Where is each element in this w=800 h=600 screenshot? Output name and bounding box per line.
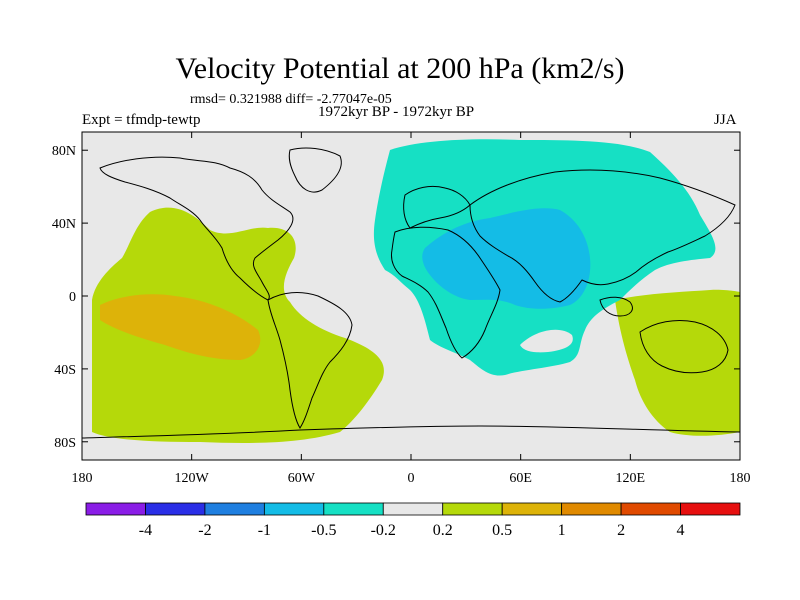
axis-ticks: 80N 40N 0 40S 80S 180 120W 60W 0 60E 120E 180: [52, 132, 751, 486]
colorbar: -4 -2 -1 -0.5 -0.2 0.2 0.5 1 2 4: [85, 502, 741, 539]
lat-tick-label: 80N: [52, 144, 76, 159]
coastline-antarctica: [82, 425, 740, 439]
coastline-australia: [639, 319, 729, 374]
colorbar-label: -4: [139, 522, 152, 539]
colorbar-swatch: [323, 502, 384, 516]
colorbar-swatch: [145, 502, 206, 516]
coastline-asia: [469, 169, 736, 303]
period-label: 1972kyr BP - 1972kyr BP: [318, 104, 475, 120]
positive-anomaly-region-australia: [615, 289, 740, 436]
lat-tick-label: 40S: [54, 363, 76, 378]
negative-anomaly-core-asia: [422, 208, 591, 309]
colorbar-label: 1: [558, 522, 566, 539]
positive-anomaly-core-pacific: [100, 294, 261, 360]
colorbar-label: 4: [677, 522, 685, 539]
neutral-gap-indian-ocean: [520, 329, 573, 353]
colorbar-label: -0.2: [371, 522, 396, 539]
colorbar-swatch: [85, 502, 146, 516]
lon-tick-label: 180: [72, 471, 93, 486]
colorbar-label: 2: [617, 522, 625, 539]
lat-tick-label: 40N: [52, 217, 76, 232]
lat-tick-label: 0: [69, 290, 76, 305]
colorbar-label: -2: [198, 522, 211, 539]
experiment-label: Expt = tfmdp-tewtp: [82, 112, 201, 128]
coastlines: [82, 147, 740, 439]
coastline-indonesia: [599, 296, 633, 317]
stats-text: rmsd= 0.321988 diff= -2.77047e-05: [190, 92, 392, 107]
lon-tick-label: 120W: [175, 471, 210, 486]
colorbar-swatch: [501, 502, 563, 516]
colorbar-swatch: [382, 502, 444, 516]
lon-tick-label: 60W: [288, 471, 316, 486]
colorbar-swatch: [561, 502, 622, 516]
map-title: Velocity Potential at 200 hPa (km2/s): [175, 52, 625, 85]
colorbar-swatch: [442, 502, 503, 516]
colorbar-label: -0.5: [311, 522, 336, 539]
coastline-south-america: [267, 292, 353, 429]
colorbar-swatch: [204, 502, 265, 516]
coastline-africa: [391, 226, 501, 359]
colorbar-swatch: [263, 502, 325, 516]
lat-tick-label: 80S: [54, 436, 76, 451]
lon-tick-label: 120E: [616, 471, 646, 486]
colorbar-swatch: [680, 502, 741, 516]
lon-tick-label: 0: [408, 471, 415, 486]
season-label: JJA: [714, 112, 737, 128]
colorbar-swatch: [620, 502, 681, 516]
colorbar-label: -1: [258, 522, 271, 539]
coastline-europe: [403, 185, 471, 229]
coastline-greenland: [288, 147, 342, 193]
lon-tick-label: 60E: [509, 471, 532, 486]
colorbar-label: 0.5: [492, 522, 512, 539]
coastline-north-america: [99, 156, 294, 301]
lon-tick-label: 180: [730, 471, 751, 486]
colorbar-label: 0.2: [433, 522, 453, 539]
